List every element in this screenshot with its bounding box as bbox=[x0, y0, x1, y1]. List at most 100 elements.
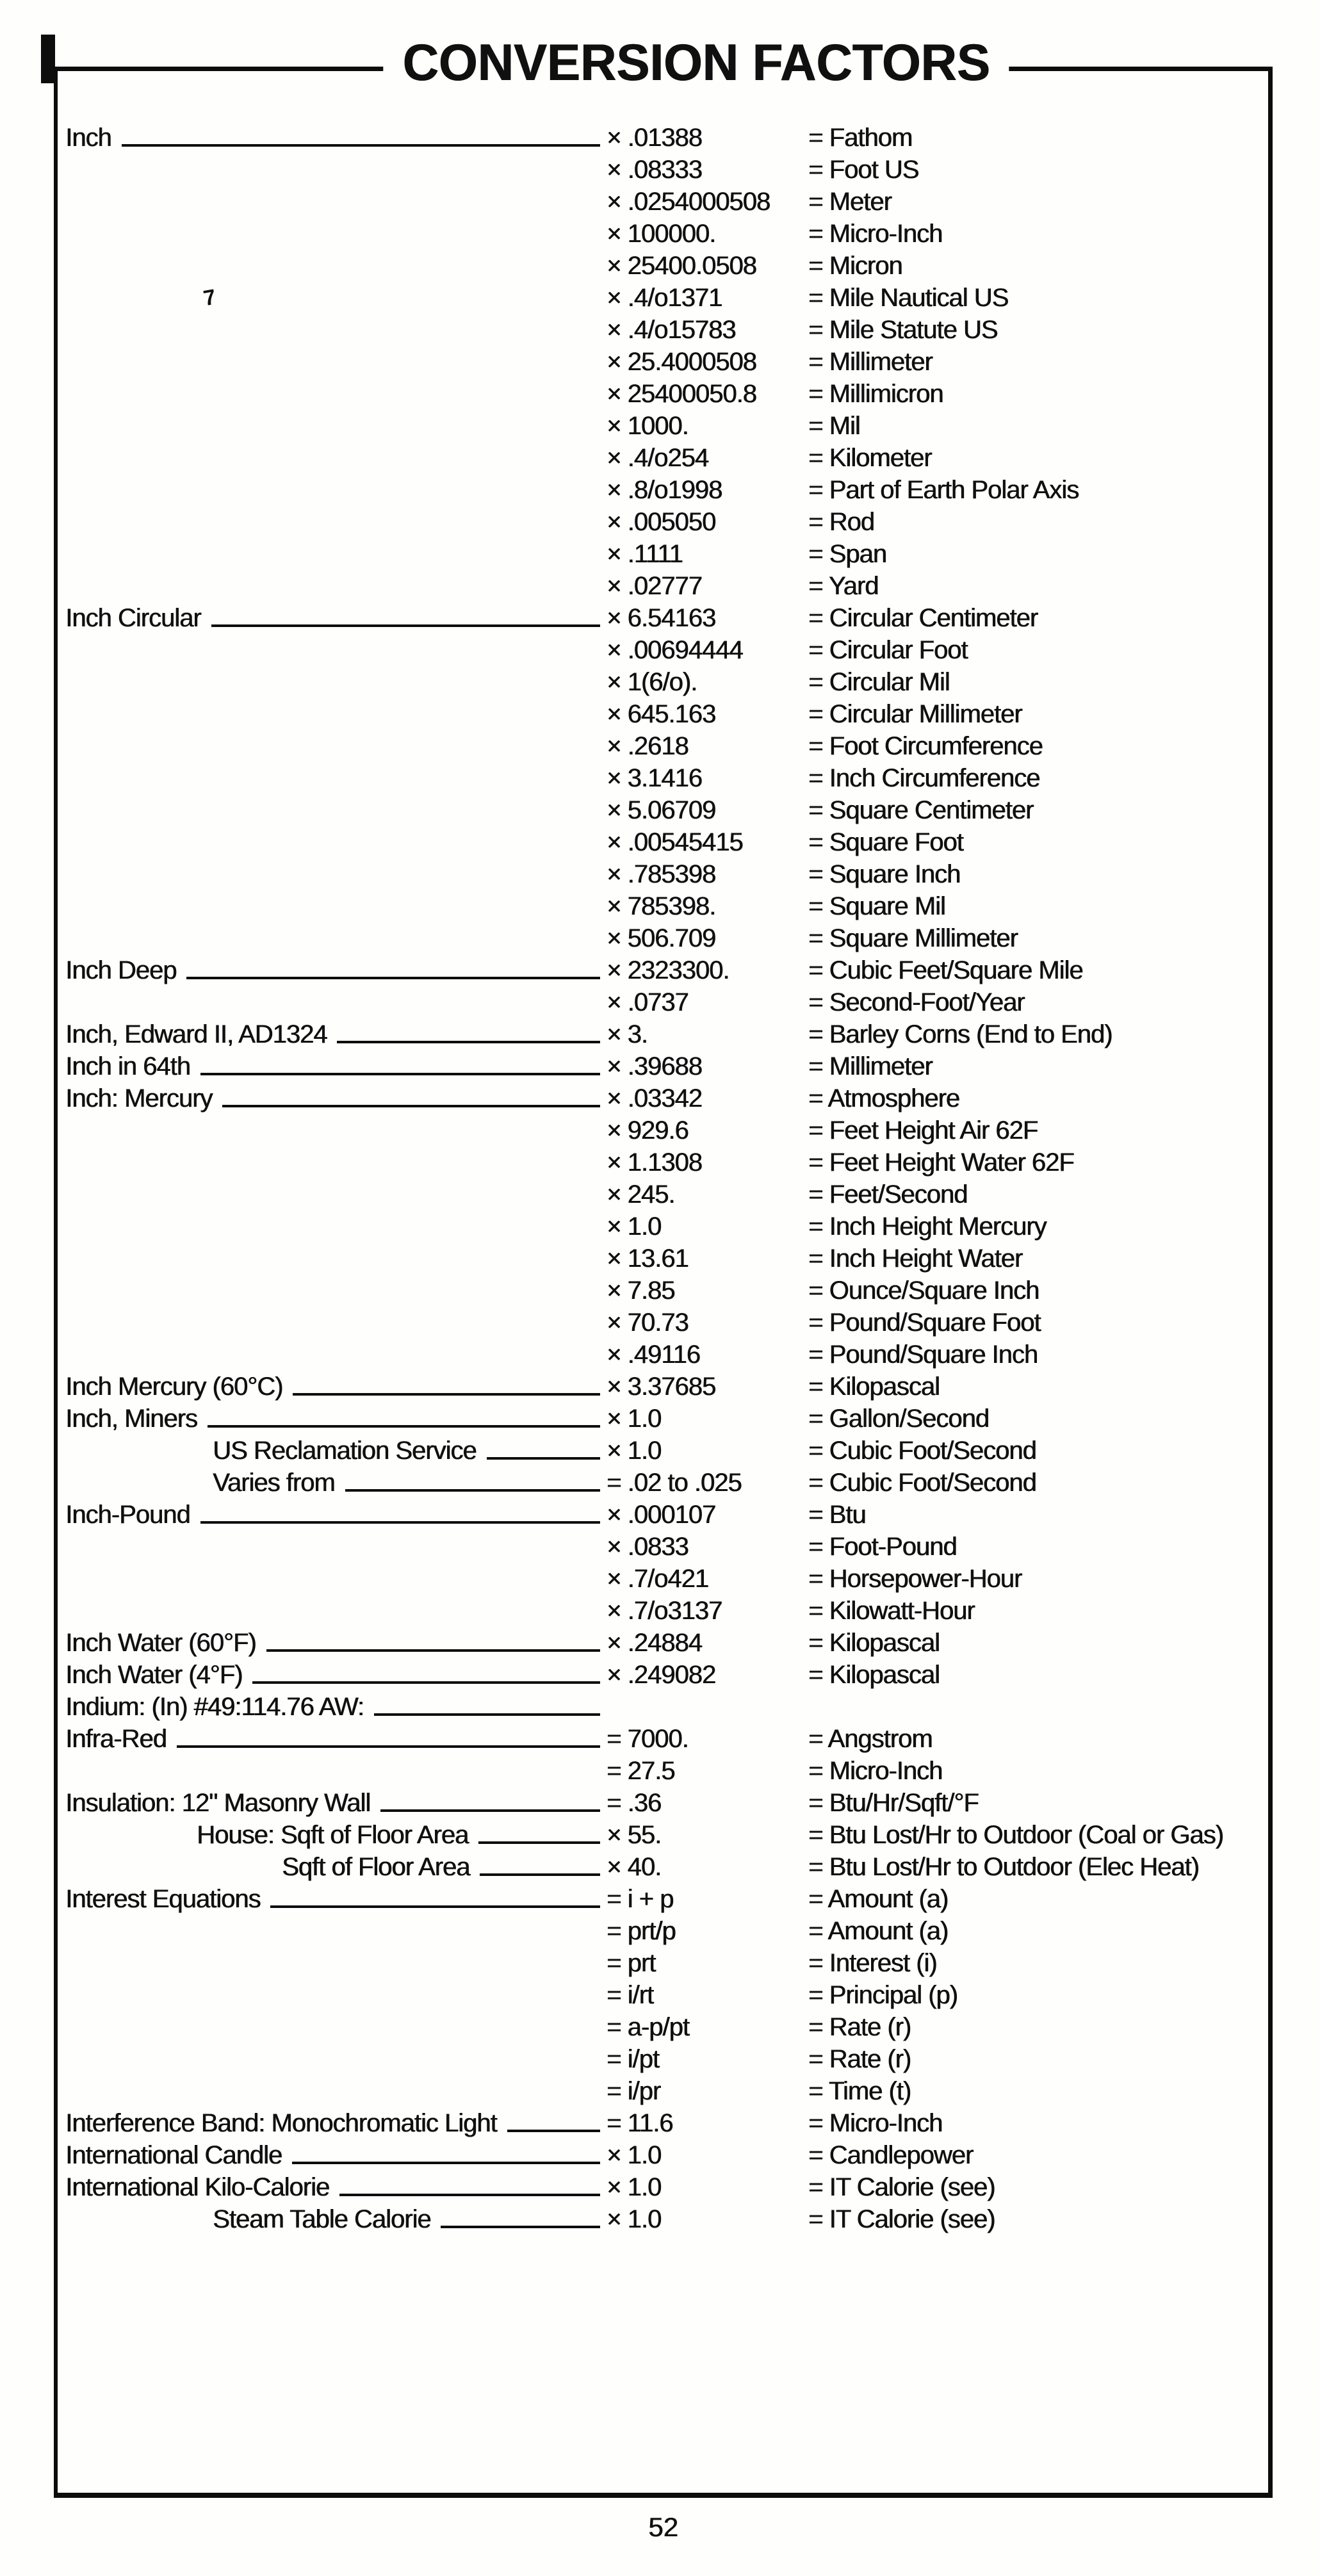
leader-line bbox=[373, 1713, 600, 1716]
row-result: = Btu Lost/Hr to Outdoor (Elec Heat) bbox=[808, 1853, 1200, 1881]
row-factor: × 1.0 bbox=[607, 1212, 662, 1241]
row-factor: × 3. bbox=[607, 1020, 648, 1048]
row-quantity-cell: Interest Equations bbox=[65, 1883, 607, 1915]
row-result: = Micro-Inch bbox=[808, 1757, 943, 1785]
row-result: = Foot-Pound bbox=[808, 1533, 957, 1561]
table-row: × 1000. = Mil bbox=[65, 410, 1255, 442]
row-quantity-cell: Inch-Pound bbox=[65, 1499, 607, 1531]
row-factor: = a-p/pt bbox=[607, 2013, 690, 2041]
row-result: = Gallon/Second bbox=[808, 1405, 990, 1433]
row-label: Inch Mercury (60°C) bbox=[65, 1373, 283, 1401]
row-result: = Millimeter bbox=[808, 1052, 933, 1080]
row-factor: = prt bbox=[607, 1949, 656, 1977]
table-row: × .02777 = Yard bbox=[65, 570, 1255, 602]
row-factor: × .02777 bbox=[607, 572, 703, 600]
row-factor: × 25400.0508 bbox=[607, 252, 757, 280]
row-factor: × 40. bbox=[607, 1853, 662, 1881]
row-factor: × .00694444 bbox=[607, 636, 744, 664]
table-row: Inch Deep × 2323300. = Cubic Feet/Square… bbox=[65, 954, 1255, 986]
row-result: = Atmosphere bbox=[808, 1084, 960, 1113]
row-factor: × .4/o254 bbox=[607, 444, 709, 472]
row-factor: × .000107 bbox=[607, 1501, 716, 1529]
table-row: Insulation: 12" Masonry Wall = .36 = Btu… bbox=[65, 1787, 1255, 1819]
row-factor: × 2323300. bbox=[607, 956, 729, 984]
table-row: × 3.1416 = Inch Circumference bbox=[65, 762, 1255, 794]
row-factor: × 13.61 bbox=[607, 1244, 689, 1273]
row-factor: × 1.0 bbox=[607, 2173, 662, 2201]
row-factor: × 7.85 bbox=[607, 1276, 675, 1305]
table-row: Inch, Edward II, AD1324 × 3. = Barley Co… bbox=[65, 1018, 1255, 1050]
row-result: = Second-Foot/Year bbox=[808, 988, 1025, 1016]
leader-line bbox=[339, 2194, 600, 2196]
row-result: = Cubic Feet/Square Mile bbox=[808, 956, 1083, 984]
row-factor: × .785398 bbox=[607, 860, 716, 888]
row-result: = Rate (r) bbox=[808, 2013, 911, 2041]
table-row: × .08333 = Foot US bbox=[65, 154, 1255, 186]
row-result: = Millimicron bbox=[808, 380, 943, 408]
row-quantity-cell: Inch, Miners bbox=[65, 1403, 607, 1435]
table-row: US Reclamation Service × 1.0 = Cubic Foo… bbox=[65, 1435, 1255, 1467]
row-label: Sqft of Floor Area bbox=[282, 1853, 470, 1881]
row-result: = Square Centimeter bbox=[808, 796, 1034, 824]
row-result: = Inch Height Water bbox=[808, 1244, 1023, 1273]
table-row: × .1111 = Span bbox=[65, 538, 1255, 570]
row-factor: × .7/o3137 bbox=[607, 1597, 722, 1625]
leader-line bbox=[337, 1041, 600, 1043]
table-row: × 7.85 = Ounce/Square Inch bbox=[65, 1275, 1255, 1307]
leader-line bbox=[211, 624, 600, 627]
table-row: Inch: Mercury × .03342 = Atmosphere bbox=[65, 1082, 1255, 1114]
row-result: = Circular Mil bbox=[808, 668, 950, 696]
row-factor: = 11.6 bbox=[607, 2109, 673, 2137]
row-result: = Time (t) bbox=[808, 2077, 911, 2105]
leader-line bbox=[200, 1073, 600, 1075]
table-row: Infra-Red = 7000. = Angstrom bbox=[65, 1723, 1255, 1755]
row-factor: × 245. bbox=[607, 1180, 675, 1209]
row-quantity-cell: Inch Water (60°F) bbox=[65, 1627, 607, 1659]
leader-line bbox=[121, 144, 600, 147]
table-row: = 27.5 = Micro-Inch bbox=[65, 1755, 1255, 1787]
row-label: Indium: (In) #49:114.76 AW: bbox=[65, 1693, 364, 1721]
table-row: Interference Band: Monochromatic Light =… bbox=[65, 2107, 1255, 2139]
leader-line bbox=[266, 1649, 600, 1652]
row-quantity-cell: Indium: (In) #49:114.76 AW: bbox=[65, 1691, 607, 1723]
page-number: 52 bbox=[648, 2512, 678, 2542]
table-row: × .8/o1998 = Part of Earth Polar Axis bbox=[65, 474, 1255, 506]
table-row: × .49116 = Pound/Square Inch bbox=[65, 1339, 1255, 1371]
row-factor: × .1111 bbox=[607, 540, 683, 568]
row-factor: × 1(6/o). bbox=[607, 668, 697, 696]
row-result: = Cubic Foot/Second bbox=[808, 1437, 1037, 1465]
leader-line bbox=[292, 2162, 600, 2164]
row-result: = Ounce/Square Inch bbox=[808, 1276, 1039, 1305]
table-row: × 785398. = Square Mil bbox=[65, 890, 1255, 922]
row-result: = Circular Foot bbox=[808, 636, 968, 664]
row-factor: × .7/o421 bbox=[607, 1565, 709, 1593]
row-result: = Rate (r) bbox=[808, 2045, 911, 2073]
row-factor: × 1.0 bbox=[607, 2205, 662, 2233]
table-row: × 13.61 = Inch Height Water bbox=[65, 1243, 1255, 1275]
leader-line bbox=[441, 2226, 600, 2228]
table-row: × .4/o1371 = Mile Nautical US bbox=[65, 282, 1255, 314]
row-result: = Kilopascal bbox=[808, 1661, 940, 1689]
table-row: × .4/o254 = Kilometer bbox=[65, 442, 1255, 474]
table-row: × 5.06709 = Square Centimeter bbox=[65, 794, 1255, 826]
row-factor: × .39688 bbox=[607, 1052, 703, 1080]
row-factor: × 55. bbox=[607, 1821, 662, 1849]
row-result: = Inch Height Mercury bbox=[808, 1212, 1047, 1241]
row-factor: × 506.709 bbox=[607, 924, 716, 952]
leader-line bbox=[478, 1841, 600, 1844]
row-label: International Kilo-Calorie bbox=[65, 2173, 330, 2201]
row-quantity-cell: Infra-Red bbox=[65, 1723, 607, 1755]
row-factor: = i/pt bbox=[607, 2045, 660, 2073]
table-row: Inch, Miners × 1.0 = Gallon/Second bbox=[65, 1403, 1255, 1435]
row-result: = Barley Corns (End to End) bbox=[808, 1020, 1112, 1048]
table-row: × 506.709 = Square Millimeter bbox=[65, 922, 1255, 954]
page-title: CONVERSION FACTORS bbox=[383, 32, 1009, 93]
row-result: = Millimeter bbox=[808, 348, 933, 376]
leader-line bbox=[380, 1809, 600, 1812]
row-label: Inch, Edward II, AD1324 bbox=[65, 1020, 327, 1048]
table-row: × 929.6 = Feet Height Air 62F bbox=[65, 1114, 1255, 1146]
row-label: Insulation: 12" Masonry Wall bbox=[65, 1789, 371, 1817]
leader-line bbox=[207, 1425, 600, 1428]
row-quantity-cell: Inch in 64th bbox=[65, 1050, 607, 1082]
